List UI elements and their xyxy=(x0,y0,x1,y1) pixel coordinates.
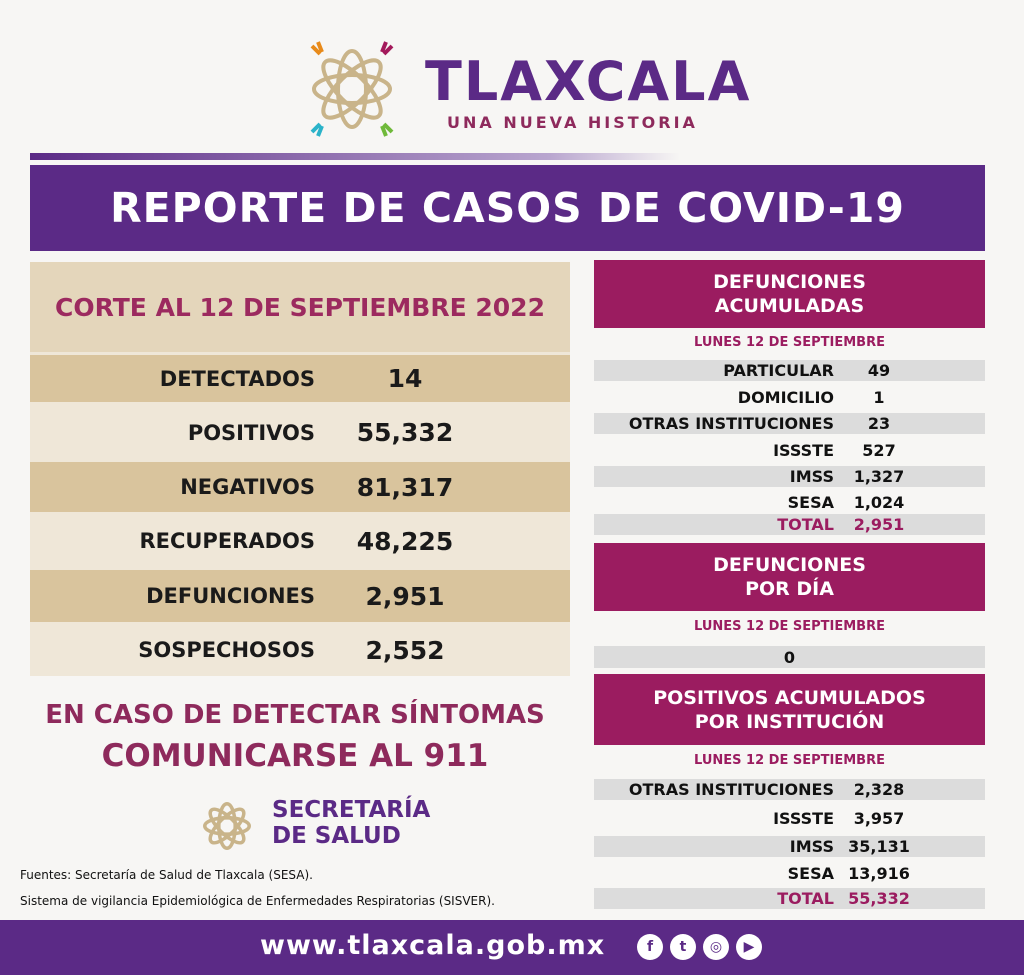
row-label: IMSS xyxy=(789,467,834,486)
name-line: DE SALUD xyxy=(272,823,401,849)
header-line: POR INSTITUCIÓN xyxy=(694,710,885,733)
summary-row: NEGATIVOS 81,317 xyxy=(30,462,570,512)
row-value: 55,332 xyxy=(848,889,910,908)
emergency-number-message: COMUNICARSE AL 911 xyxy=(101,738,489,774)
table-row: PARTICULAR 49 xyxy=(594,360,985,381)
secretaria-salud-name: SECRETARÍA DE SALUD xyxy=(272,797,430,849)
divider xyxy=(30,153,680,160)
summary-row: SOSPECHOSOS 2,552 xyxy=(30,624,570,676)
secretaria-flower-logo xyxy=(203,802,251,850)
table-row: ISSSTE 527 xyxy=(594,440,985,461)
row-value: 55,332 xyxy=(356,418,454,447)
row-value: 2,951 xyxy=(365,581,445,611)
row-value: 48,225 xyxy=(356,526,454,556)
header-line: DEFUNCIONES xyxy=(713,271,866,293)
symptoms-message: EN CASO DE DETECTAR SÍNTOMAS xyxy=(45,700,545,730)
table-row: DOMICILIO 1 xyxy=(594,387,985,408)
row-label: NEGATIVOS xyxy=(180,475,315,499)
row-label: DETECTADOS xyxy=(159,366,315,391)
summary-row: DETECTADOS 14 xyxy=(30,355,570,402)
footer-bar xyxy=(0,920,1024,975)
report-title: REPORTE DE CASOS DE COVID-19 xyxy=(30,165,985,251)
deaths-cumulative-header: DEFUNCIONES ACUMULADAS xyxy=(594,260,985,328)
row-label: IMSS xyxy=(789,837,834,856)
row-label: SOSPECHOSOS xyxy=(138,638,315,662)
row-label: DOMICILIO xyxy=(737,388,834,407)
website-link[interactable]: www.tlaxcala.gob.mx xyxy=(260,930,606,961)
instagram-icon[interactable]: ◎ xyxy=(703,934,729,960)
row-value: 1,024 xyxy=(853,493,905,512)
row-label: PARTICULAR xyxy=(723,361,834,380)
row-value: 1,327 xyxy=(853,467,905,486)
row-value: 14 xyxy=(387,364,423,393)
row-value: 81,317 xyxy=(356,472,454,502)
row-label: TOTAL xyxy=(777,515,834,534)
row-value: 1 xyxy=(873,388,885,407)
row-label: OTRAS INSTITUCIONES xyxy=(628,780,834,799)
table-row: OTRAS INSTITUCIONES 23 xyxy=(594,413,985,434)
row-label: OTRAS INSTITUCIONES xyxy=(628,414,834,433)
row-label: SESA xyxy=(787,493,834,512)
report-date: LUNES 12 DE SEPTIEMBRE xyxy=(694,335,885,350)
twitter-icon[interactable]: t xyxy=(670,934,696,960)
row-label: SESA xyxy=(787,864,834,883)
header-line: POR DÍA xyxy=(745,578,834,600)
row-label: DEFUNCIONES xyxy=(146,584,315,608)
header-line: DEFUNCIONES xyxy=(713,554,866,576)
row-value: 2,328 xyxy=(853,780,905,799)
summary-row: DEFUNCIONES 2,951 xyxy=(30,570,570,622)
row-value: 0 xyxy=(783,647,796,667)
table-row: ISSSTE 3,957 xyxy=(594,808,985,829)
row-label: POSITIVOS xyxy=(187,420,315,445)
report-date: LUNES 12 DE SEPTIEMBRE xyxy=(694,619,885,634)
row-label: RECUPERADOS xyxy=(139,529,315,553)
summary-row: POSITIVOS 55,332 xyxy=(30,405,570,460)
table-row: SESA 13,916 xyxy=(594,863,985,884)
table-row: IMSS 1,327 xyxy=(594,466,985,487)
facebook-icon[interactable]: f xyxy=(637,934,663,960)
source-line: Sistema de vigilancia Epidemiológica de … xyxy=(20,894,495,908)
row-value: 13,916 xyxy=(848,864,910,883)
deaths-per-day-header: DEFUNCIONES POR DÍA xyxy=(594,543,985,611)
total-row: TOTAL 55,332 xyxy=(594,888,985,909)
row-value: 527 xyxy=(862,441,896,460)
row-label: ISSSTE xyxy=(773,441,834,460)
row-label: ISSSTE xyxy=(773,809,834,828)
table-row: IMSS 35,131 xyxy=(594,836,985,857)
report-date: LUNES 12 DE SEPTIEMBRE xyxy=(694,753,885,768)
row-value: 2,951 xyxy=(853,515,905,534)
summary-row: RECUPERADOS 48,225 xyxy=(30,514,570,568)
row-value: 3,957 xyxy=(853,809,905,828)
row-value: 35,131 xyxy=(848,837,910,856)
total-row: TOTAL 2,951 xyxy=(594,514,985,535)
youtube-icon[interactable]: ▶ xyxy=(736,934,762,960)
row-label: TOTAL xyxy=(777,889,834,908)
row-value: 2,552 xyxy=(365,635,445,665)
row-value: 23 xyxy=(867,414,891,433)
table-row: SESA 1,024 xyxy=(594,492,985,513)
header-line: POSITIVOS ACUMULADOS xyxy=(653,686,926,709)
table-row: OTRAS INSTITUCIONES 2,328 xyxy=(594,779,985,800)
positives-by-institution-header: POSITIVOS ACUMULADOS POR INSTITUCIÓN xyxy=(594,674,985,745)
header-line: ACUMULADAS xyxy=(714,295,865,317)
table-row: 0 xyxy=(594,646,985,668)
brand-subtitle: UNA NUEVA HISTORIA xyxy=(447,113,698,132)
row-value: 49 xyxy=(867,361,891,380)
source-line: Fuentes: Secretaría de Salud de Tlaxcala… xyxy=(20,868,313,882)
tlaxcala-flower-logo xyxy=(310,41,394,137)
brand-title: TLAXCALA xyxy=(425,50,752,113)
name-line: SECRETARÍA xyxy=(272,797,431,823)
cutoff-date: CORTE AL 12 DE SEPTIEMBRE 2022 xyxy=(30,262,570,352)
